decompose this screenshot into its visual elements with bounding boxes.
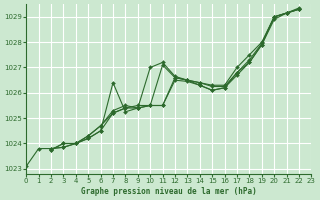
X-axis label: Graphe pression niveau de la mer (hPa): Graphe pression niveau de la mer (hPa) <box>81 187 257 196</box>
